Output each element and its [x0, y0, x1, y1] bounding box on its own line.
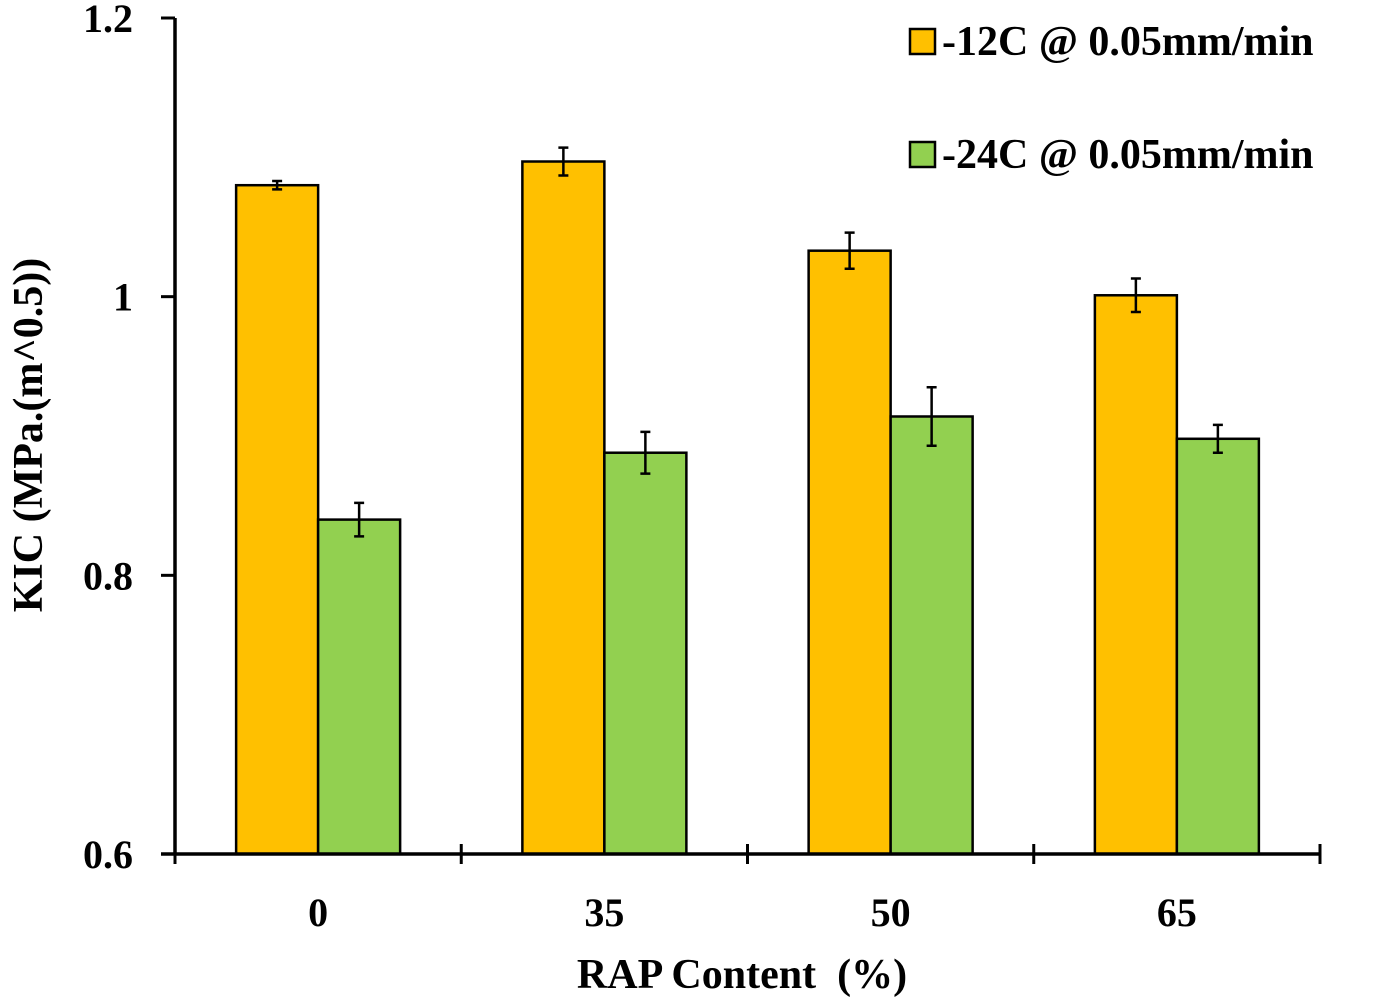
error-bar-24c-35: [640, 430, 651, 475]
y-tick-label-1: 1: [113, 275, 133, 320]
legend-label-12c: -12C @ 0.05mm/min: [942, 19, 1314, 65]
error-bar-12c-65: [1130, 277, 1141, 314]
legend-label-24c: -24C @ 0.05mm/min: [942, 132, 1314, 178]
bar-12c-50: [807, 249, 892, 856]
error-bar-12c-0: [272, 179, 283, 191]
y-tick-label-0.6: 0.6: [83, 832, 133, 877]
x-tick-label-65: 65: [1157, 890, 1197, 935]
bar-24c-50: [889, 415, 974, 856]
legend: -12C @ 0.05mm/min -24C @ 0.05mm/min: [908, 19, 1314, 178]
bar-12c-65: [1093, 294, 1179, 856]
y-tick-label-0.8: 0.8: [83, 553, 133, 598]
x-tick-label-0: 0: [308, 890, 328, 935]
bars-layer: [234, 160, 1261, 856]
error-bar-24c-65: [1212, 423, 1223, 454]
error-bar-24c-50: [926, 385, 937, 448]
x-tick-label-50: 50: [871, 890, 911, 935]
error-bar-24c-0: [354, 501, 365, 538]
y-axis-title: KIC (MPa.(m^0.5)): [6, 258, 52, 612]
error-bar-12c-50: [844, 231, 855, 271]
legend-swatch-12c: [908, 27, 937, 56]
x-tick-label-35: 35: [584, 890, 624, 935]
bar-12c-0: [234, 183, 320, 856]
bar-24c-65: [1175, 437, 1261, 856]
error-bar-12c-35: [558, 146, 569, 177]
bar-12c-35: [521, 160, 606, 856]
y-tick-label-1.2: 1.2: [83, 0, 133, 41]
x-axis-title: RAP Content (%): [577, 952, 907, 998]
legend-swatch-24c: [908, 140, 937, 169]
bar-24c-0: [316, 518, 402, 856]
axes-layer: [161, 16, 1322, 864]
bar-24c-35: [603, 451, 688, 856]
tick-labels-layer: 0 35 50 65 0.6 0.8 1 1.2: [83, 0, 1197, 935]
error-bars-layer: [272, 146, 1223, 538]
